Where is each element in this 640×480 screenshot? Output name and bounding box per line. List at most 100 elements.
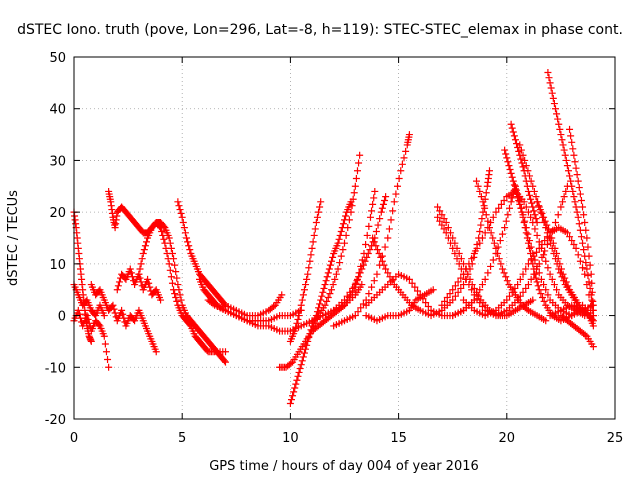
data-point — [476, 239, 484, 247]
data-point — [438, 211, 446, 219]
data-point — [186, 321, 194, 329]
data-point — [74, 306, 82, 314]
data-point — [440, 225, 448, 233]
data-point — [517, 204, 525, 212]
data-point — [583, 234, 591, 242]
data-point — [357, 304, 365, 312]
data-point — [535, 286, 543, 294]
data-point — [489, 213, 497, 221]
data-point — [498, 265, 506, 273]
data-point — [183, 234, 191, 242]
data-point — [519, 213, 527, 221]
data-point — [324, 293, 332, 301]
data-point — [334, 265, 342, 273]
series-arc-31 — [566, 125, 597, 314]
data-point — [569, 145, 577, 153]
data-point — [442, 229, 450, 237]
data-point — [478, 215, 486, 223]
data-point — [339, 246, 347, 254]
data-point — [473, 177, 481, 185]
data-point — [524, 208, 532, 216]
data-point — [529, 296, 537, 304]
data-point — [374, 246, 382, 254]
data-point — [400, 154, 408, 162]
data-point — [295, 312, 303, 320]
data-point — [484, 269, 492, 277]
data-point — [481, 275, 489, 283]
data-point — [551, 105, 559, 113]
data-point — [583, 265, 591, 273]
x-tick-label: 10 — [282, 431, 299, 446]
data-point — [311, 225, 319, 233]
data-point — [575, 184, 583, 192]
data-point — [376, 215, 384, 223]
data-point — [180, 224, 188, 232]
data-point — [441, 297, 449, 305]
data-point — [339, 303, 347, 311]
series-arc-11 — [276, 151, 364, 371]
data-point — [454, 288, 462, 296]
data-point — [550, 281, 558, 289]
data-point — [544, 69, 552, 77]
data-point — [462, 275, 470, 283]
data-point — [370, 238, 378, 246]
data-point — [324, 269, 332, 277]
data-point — [172, 268, 180, 276]
data-point — [566, 233, 574, 241]
data-point — [310, 231, 318, 239]
data-point — [548, 234, 556, 242]
data-point — [102, 348, 110, 356]
data-point — [161, 239, 169, 247]
data-point — [350, 189, 358, 197]
data-point — [356, 151, 364, 159]
data-point — [303, 341, 311, 349]
data-point — [292, 323, 300, 331]
data-point — [174, 198, 182, 206]
data-point — [494, 250, 502, 258]
data-point — [551, 218, 559, 226]
data-point — [312, 218, 320, 226]
data-point — [524, 187, 532, 195]
data-point — [550, 100, 558, 108]
data-point — [509, 177, 517, 185]
data-point — [548, 89, 556, 97]
data-point — [374, 221, 382, 229]
data-point — [508, 173, 516, 181]
series-arc-33 — [546, 301, 597, 330]
data-point — [533, 198, 541, 206]
y-tick-label: -10 — [45, 361, 66, 376]
data-point — [331, 275, 339, 283]
data-point — [508, 124, 516, 132]
data-point — [142, 238, 150, 246]
data-point — [478, 303, 486, 311]
data-point — [388, 277, 396, 285]
data-point — [527, 275, 535, 283]
data-point — [365, 222, 373, 230]
data-point — [302, 345, 310, 353]
data-point — [476, 286, 484, 294]
y-tick-labels: -20 -10 0 10 20 30 40 50 — [45, 51, 66, 428]
data-point — [527, 195, 535, 203]
data-point — [332, 270, 340, 278]
data-point — [540, 213, 548, 221]
data-point — [571, 158, 579, 166]
data-point — [87, 337, 95, 345]
data-point — [419, 295, 427, 303]
series-arc-14 — [308, 187, 379, 335]
data-point — [177, 209, 185, 217]
data-point — [563, 229, 571, 237]
data-point — [209, 300, 217, 308]
data-point — [562, 278, 570, 286]
data-point — [476, 299, 484, 307]
data-point — [84, 315, 92, 323]
y-axis-label: dSTEC / TECUs — [6, 190, 21, 286]
data-point — [548, 275, 556, 283]
data-point — [75, 310, 83, 318]
data-point — [442, 218, 450, 226]
data-point — [465, 281, 473, 289]
data-point — [316, 203, 324, 211]
data-point — [536, 206, 544, 214]
data-point — [136, 265, 144, 273]
data-point — [326, 290, 334, 298]
data-point — [533, 231, 541, 239]
